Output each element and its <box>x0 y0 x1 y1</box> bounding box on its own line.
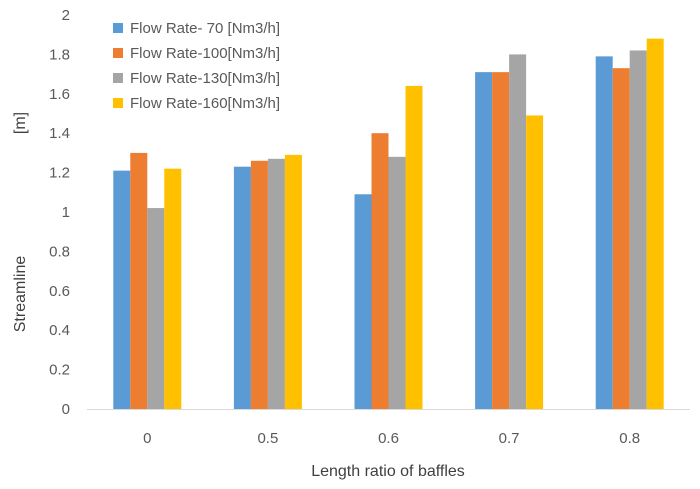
x-tick-label: 0 <box>143 430 151 447</box>
bar <box>629 50 647 410</box>
bar <box>646 38 664 409</box>
bar <box>509 54 527 410</box>
x-tick-label: 0.6 <box>378 430 399 447</box>
bar <box>164 168 182 409</box>
legend-swatch <box>113 98 123 108</box>
y-tick-label: 0.2 <box>49 362 70 379</box>
bar <box>405 85 423 410</box>
x-axis-ticks: 0 0.5 0.6 0.7 0.8 <box>143 430 640 447</box>
bar <box>371 133 389 409</box>
x-tick-label: 0.8 <box>619 430 640 447</box>
legend-label: Flow Rate-160[Nm3/h] <box>130 95 280 112</box>
bar <box>492 72 510 409</box>
bar <box>113 170 131 409</box>
x-tick-label: 0.7 <box>499 430 520 447</box>
y-tick-label: 2 <box>62 7 70 24</box>
bar <box>354 194 372 409</box>
bar <box>284 154 302 409</box>
bar <box>612 68 630 409</box>
bar <box>595 56 613 410</box>
y-tick-label: 1 <box>62 204 70 221</box>
bar <box>475 72 493 409</box>
bar <box>147 208 165 409</box>
y-tick-label: 1.6 <box>49 86 70 103</box>
bar <box>267 158 285 409</box>
legend-swatch <box>113 48 123 58</box>
legend-label: Flow Rate-130[Nm3/h] <box>130 70 280 87</box>
bar <box>130 152 148 409</box>
legend: Flow Rate- 70 [Nm3/h] Flow Rate-100[Nm3/h… <box>113 20 280 112</box>
y-axis-title: Streamline <box>12 256 29 333</box>
y-tick-label: 0 <box>62 401 70 418</box>
plot-area <box>113 38 664 410</box>
y-axis-unit: [m] <box>12 112 29 134</box>
y-axis-ticks: 0 0.2 0.4 0.6 0.8 1 1.2 1.4 1.6 1.8 2 <box>49 7 70 418</box>
y-tick-label: 1.4 <box>49 125 70 142</box>
x-tick-label: 0.5 <box>257 430 278 447</box>
bar <box>233 166 251 409</box>
bar <box>526 115 544 409</box>
legend-swatch <box>113 23 123 33</box>
y-tick-label: 0.8 <box>49 243 70 260</box>
legend-swatch <box>113 73 123 83</box>
y-tick-label: 0.6 <box>49 283 70 300</box>
legend-label: Flow Rate-100[Nm3/h] <box>130 45 280 62</box>
legend-label: Flow Rate- 70 [Nm3/h] <box>130 20 280 37</box>
y-tick-label: 1.8 <box>49 46 70 63</box>
bar <box>250 160 268 409</box>
y-tick-label: 0.4 <box>49 322 70 339</box>
y-tick-label: 1.2 <box>49 165 70 182</box>
bar <box>388 156 406 409</box>
x-axis-title: Length ratio of baffles <box>311 463 465 480</box>
